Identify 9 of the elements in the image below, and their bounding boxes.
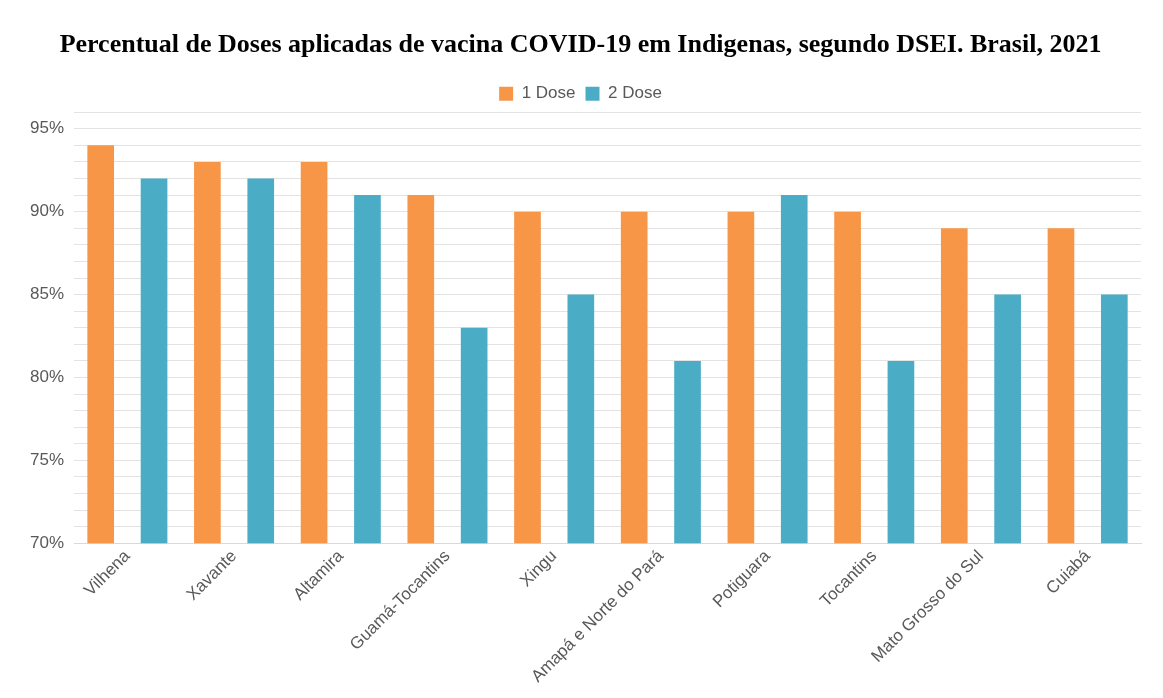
y-tick-label: 90%: [29, 201, 65, 221]
y-tick-label: 70%: [29, 532, 65, 552]
y-tick-label: 95%: [29, 118, 65, 138]
legend-label: 2 Dose: [608, 83, 662, 103]
chart-title: Percentual de Doses aplicadas de vacina COVID-19 em Indigenas, segundo DSEI. Brasil, 2021: [59, 29, 1102, 59]
y-tick-label: 75%: [29, 450, 65, 470]
legend-label: 1 Dose: [521, 83, 576, 103]
y-tick-label: 80%: [29, 367, 65, 387]
y-tick-label: 85%: [29, 284, 65, 304]
